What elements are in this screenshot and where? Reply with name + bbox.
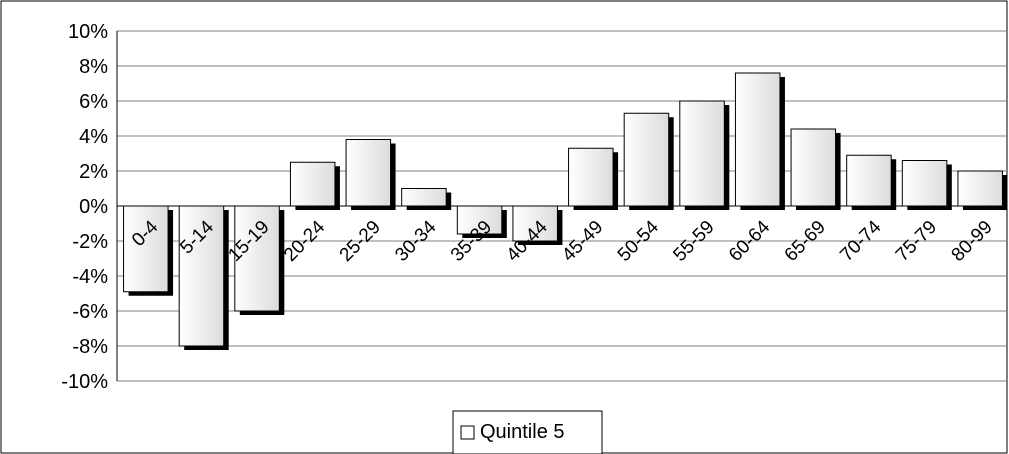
bar: [957, 170, 1003, 207]
y-tick-label: 2%: [79, 161, 108, 183]
bar: [456, 205, 503, 235]
y-tick-label: -2%: [72, 231, 108, 253]
bar: [846, 154, 892, 207]
bar: [623, 112, 670, 207]
y-tick-label: 4%: [79, 126, 108, 148]
bar: [123, 205, 169, 293]
y-tick-label: -10%: [61, 371, 108, 393]
legend-swatch: [460, 425, 475, 440]
y-axis-tick-labels: 10% 8% 6% 4% 2% 0% -2% -4% -6% -8% -10%: [61, 21, 108, 393]
y-tick-label: 6%: [79, 91, 108, 113]
y-tick-label: -4%: [72, 266, 108, 288]
bar: [512, 205, 558, 242]
bar: [289, 161, 336, 207]
bar: [178, 205, 225, 347]
bar: [401, 188, 447, 207]
legend: Quintile 5: [452, 410, 603, 454]
bar: [345, 139, 392, 207]
bar: [568, 147, 614, 207]
bar: [679, 100, 725, 207]
y-tick-label: -6%: [72, 301, 108, 323]
bar: [790, 128, 837, 207]
y-tick-label: 0%: [79, 196, 108, 218]
bar: [734, 72, 781, 207]
legend-box: [452, 410, 603, 454]
bars: [117, 72, 1008, 350]
y-tick-label: 10%: [68, 21, 108, 43]
legend-label: Quintile 5: [480, 421, 565, 443]
bar: [901, 160, 948, 207]
y-tick-label: 8%: [79, 56, 108, 78]
y-tick-label: -8%: [72, 336, 108, 358]
